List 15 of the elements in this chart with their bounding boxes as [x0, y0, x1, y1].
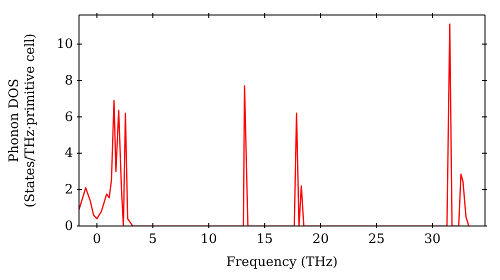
y-axis-title: Phonon DOS (States/THz·primitive cell) [7, 33, 38, 208]
x-axis-title: Frequency (THz) [226, 255, 338, 270]
y-tick-label: 10 [56, 37, 73, 52]
x-tick-label: 25 [368, 232, 385, 247]
y-tick-label: 6 [64, 110, 73, 125]
x-tick-label: 20 [312, 232, 329, 247]
x-tick-label: 15 [256, 232, 273, 247]
x-tick-label: 0 [92, 232, 102, 247]
x-tick-label: 30 [424, 232, 441, 247]
y-tick-label: 4 [64, 146, 73, 162]
y-tick-label: 8 [64, 73, 73, 88]
x-tick-label: 5 [148, 232, 157, 247]
y-tick-label: 2 [64, 182, 73, 198]
x-tick-label: 10 [200, 232, 218, 247]
y-tick-label: 0 [64, 219, 73, 234]
